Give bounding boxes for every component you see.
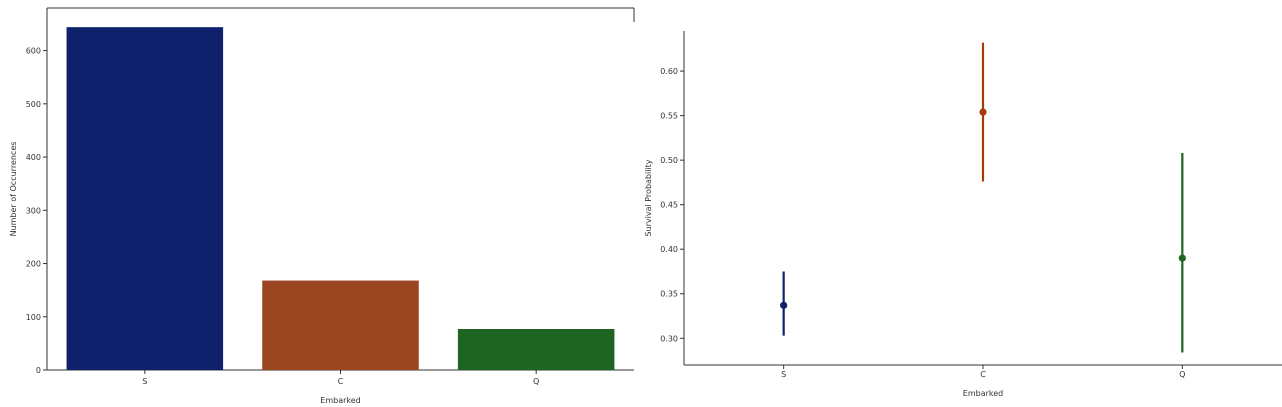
occurrences-bar-chart: S C Q 0 100 200 300 400 500 600 Embarked Number of … xyxy=(9,7,635,405)
y-tick-label: 400 xyxy=(26,153,41,162)
point-c xyxy=(979,108,987,116)
x-tick-label: C xyxy=(980,370,986,379)
x-tick-label: S xyxy=(142,377,147,386)
x-axis-label: Embarked xyxy=(963,389,1003,398)
y-tick-label: 0.30 xyxy=(660,334,678,343)
x-tick-label: S xyxy=(781,370,786,379)
point-s xyxy=(780,301,788,309)
x-axis-label: Embarked xyxy=(320,396,360,405)
survival-probability-point-chart: S C Q 0.30 0.35 0.40 0.45 0.50 0.55 0.60 Embarked S… xyxy=(644,31,1282,398)
y-tick-label: 500 xyxy=(26,100,41,109)
x-tick-label: C xyxy=(338,377,344,386)
y-axis-label: Survival Probability xyxy=(644,159,653,236)
y-tick-label: 0.40 xyxy=(660,245,678,254)
y-tick-label: 100 xyxy=(26,313,41,322)
bar-s xyxy=(66,27,224,371)
bar-q xyxy=(457,329,615,370)
y-tick-label: 0.35 xyxy=(660,290,678,299)
y-axis-label: Number of Occurrences xyxy=(9,142,18,237)
y-tick-label: 0.60 xyxy=(660,67,678,76)
y-tick-label: 600 xyxy=(26,47,41,56)
y-tick-label: 300 xyxy=(26,206,41,215)
y-tick-label: 0.50 xyxy=(660,156,678,165)
x-tick-label: Q xyxy=(533,377,539,386)
x-tick-label: Q xyxy=(1179,370,1185,379)
bar-c xyxy=(262,280,419,370)
y-tick-label: 200 xyxy=(26,260,41,269)
y-tick-label: 0.55 xyxy=(660,112,678,121)
y-tick-label: 0 xyxy=(36,366,41,375)
y-tick-label: 0.45 xyxy=(660,201,678,210)
point-q xyxy=(1178,254,1186,262)
